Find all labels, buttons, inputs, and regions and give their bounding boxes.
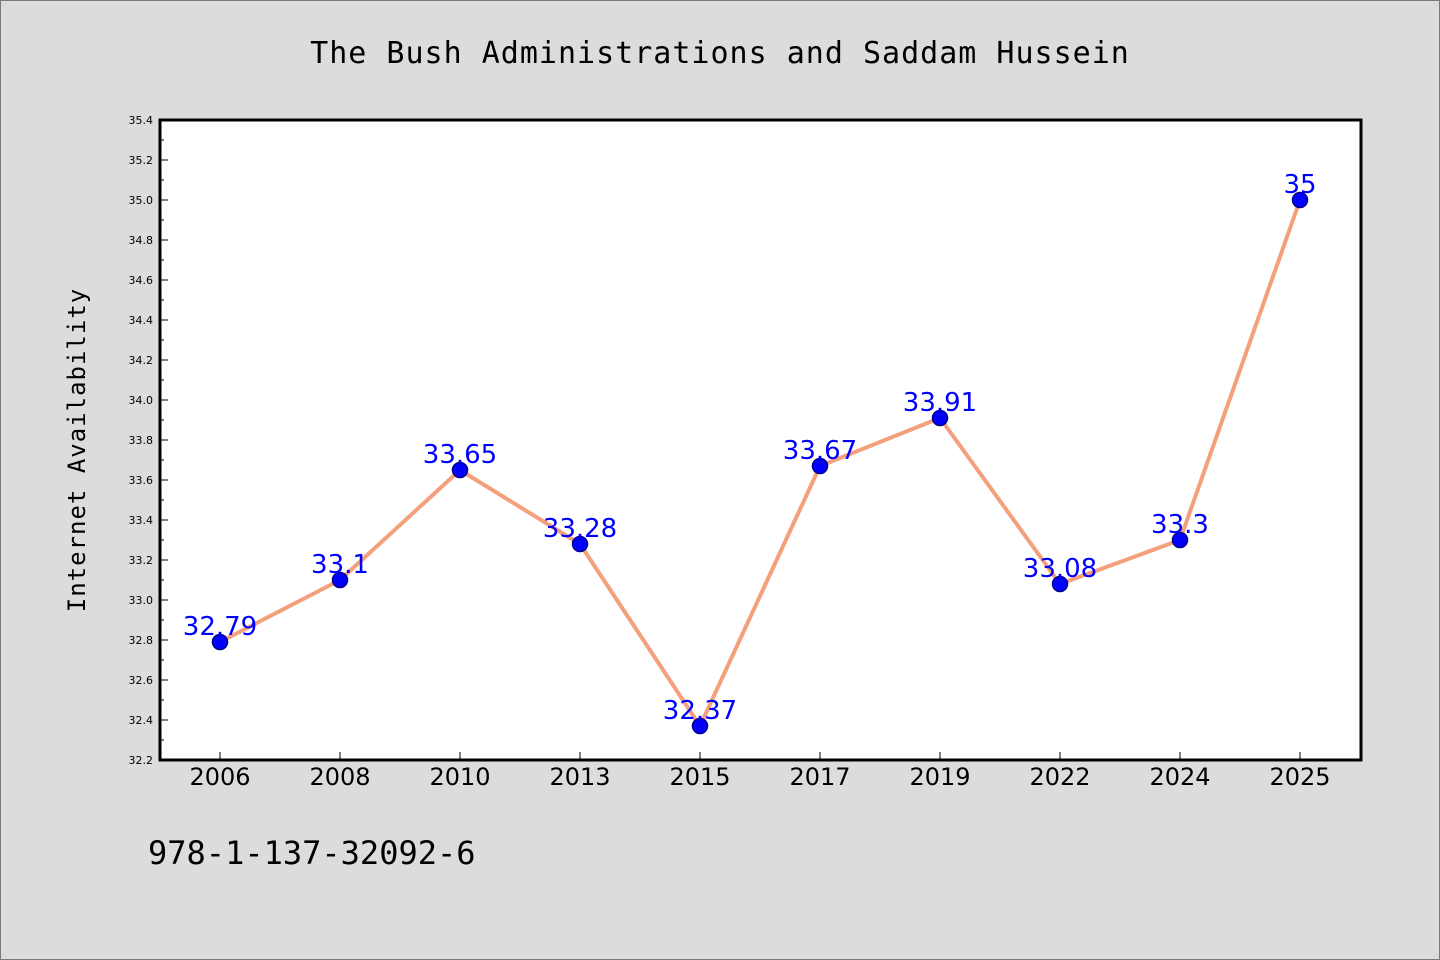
data-label: 33.3: [1151, 510, 1209, 540]
x-tick-label: 2017: [789, 763, 850, 791]
y-tick-label: 35.4: [129, 114, 154, 127]
y-tick-label: 32.6: [129, 674, 154, 687]
data-label: 33.91: [903, 388, 977, 418]
data-point: [211, 633, 229, 651]
y-tick-label: 34.2: [129, 354, 154, 367]
x-tick-label: 2019: [909, 763, 970, 791]
data-label: 33.28: [543, 514, 617, 544]
y-tick-label: 33.8: [129, 434, 154, 447]
y-tick-label: 33.0: [129, 594, 154, 607]
isbn-footnote: 978-1-137-32092-6: [148, 834, 476, 872]
data-point: [1051, 575, 1069, 593]
y-axis: 32.2 32.4 32.6 32.8 33.0 33.2 33.4 33.6 33.8 34.0…: [129, 114, 168, 767]
x-tick-label: 2024: [1149, 763, 1210, 791]
x-tick-label: 2022: [1029, 763, 1090, 791]
data-point: [811, 457, 829, 475]
series-internet-availability: 32.79 33.1 33.65 33.28 32.37 33.67 33.91 33.08 3…: [183, 170, 1317, 735]
data-label: 32.37: [663, 696, 737, 726]
x-axis: 2006 2008 2010 2013 2015 2017 2019 2022 2024 2025: [189, 752, 1331, 791]
data-label: 33.1: [311, 550, 369, 580]
data-point: [571, 535, 589, 553]
y-tick-label: 32.4: [129, 714, 154, 727]
chart-title: The Bush Administrations and Saddam Huss…: [310, 36, 1130, 71]
data-label: 35: [1283, 170, 1316, 200]
x-tick-label: 2010: [429, 763, 490, 791]
data-label: 33.67: [783, 436, 857, 466]
data-point: [1291, 191, 1309, 209]
y-tick-label: 33.6: [129, 474, 154, 487]
x-tick-label: 2025: [1269, 763, 1330, 791]
x-tick-label: 2013: [549, 763, 610, 791]
data-label: 33.65: [423, 440, 497, 470]
x-tick-label: 2015: [669, 763, 730, 791]
y-tick-label: 34.6: [129, 274, 154, 287]
data-point: [691, 717, 709, 735]
y-tick-label: 33.2: [129, 554, 154, 567]
data-label: 32.79: [183, 612, 257, 642]
y-tick-label: 34.0: [129, 394, 154, 407]
y-axis-label: Internet Availability: [63, 288, 91, 612]
plot-area: [158, 118, 1363, 762]
x-tick-label: 2008: [309, 763, 370, 791]
y-tick-label: 32.8: [129, 634, 154, 647]
data-point: [331, 571, 349, 589]
x-tick-label: 2006: [189, 763, 250, 791]
y-tick-label: 33.4: [129, 514, 154, 527]
series-line: [219, 199, 1302, 728]
y-tick-label: 32.2: [129, 754, 154, 767]
y-tick-label: 35.2: [129, 154, 154, 167]
y-tick-label: 34.4: [129, 314, 154, 327]
y-tick-label: 35.0: [129, 194, 154, 207]
data-point: [1171, 531, 1189, 549]
y-tick-label: 34.8: [129, 234, 154, 247]
data-point: [931, 409, 949, 427]
data-label: 33.08: [1023, 554, 1097, 584]
data-point: [451, 461, 469, 479]
